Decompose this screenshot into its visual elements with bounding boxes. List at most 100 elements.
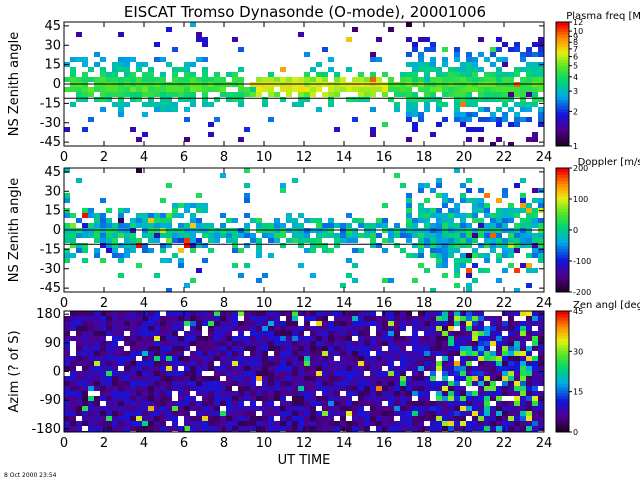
heatmap-cell <box>256 376 262 381</box>
heatmap-cell <box>418 381 424 386</box>
heatmap-cell <box>184 381 190 386</box>
heatmap-cell <box>214 376 220 381</box>
heatmap-cell <box>394 371 400 376</box>
heatmap-cell <box>478 421 484 426</box>
heatmap-cell <box>112 361 118 366</box>
heatmap-cell <box>478 366 484 371</box>
heatmap-cell <box>430 223 436 228</box>
heatmap-cell <box>280 416 286 421</box>
heatmap-cell <box>82 331 88 336</box>
colorbar-segment <box>556 105 569 110</box>
heatmap-cell <box>214 316 220 321</box>
heatmap-cell <box>160 381 166 386</box>
heatmap-cell <box>376 411 382 416</box>
heatmap-cell <box>496 406 502 411</box>
heatmap-cell <box>334 381 340 386</box>
heatmap-cell <box>334 331 340 336</box>
heatmap-cell <box>190 218 196 223</box>
heatmap-cell <box>502 411 508 416</box>
heatmap-cell <box>82 62 88 67</box>
heatmap-cell <box>256 311 262 316</box>
heatmap-cell <box>400 336 406 341</box>
heatmap-cell <box>142 62 148 67</box>
heatmap-cell <box>406 203 412 208</box>
heatmap-cell <box>136 137 142 142</box>
heatmap-cell <box>388 233 394 238</box>
heatmap-cell <box>322 243 328 248</box>
heatmap-cell <box>526 346 532 351</box>
heatmap-cell <box>88 321 94 326</box>
heatmap-cell <box>496 401 502 406</box>
heatmap-cell <box>184 416 190 421</box>
heatmap-cell <box>142 386 148 391</box>
heatmap-cell <box>388 278 394 283</box>
heatmap-cell <box>508 311 514 316</box>
heatmap-cell <box>154 346 160 351</box>
heatmap-cell <box>388 376 394 381</box>
heatmap-cell <box>484 193 490 198</box>
heatmap-cell <box>520 263 526 268</box>
heatmap-cell <box>316 376 322 381</box>
heatmap-cell <box>298 411 304 416</box>
heatmap-cell <box>142 406 148 411</box>
heatmap-cell <box>214 381 220 386</box>
heatmap-cell <box>280 223 286 228</box>
heatmap-cell <box>460 117 466 122</box>
colorbar-frame <box>555 310 570 433</box>
heatmap-cell <box>238 366 244 371</box>
heatmap-cell <box>454 316 460 321</box>
heatmap-cell <box>508 218 514 223</box>
heatmap-cell <box>532 376 538 381</box>
heatmap-cell <box>154 77 160 82</box>
heatmap-cell <box>154 218 160 223</box>
heatmap-cell <box>496 356 502 361</box>
heatmap-cell <box>208 77 214 82</box>
heatmap-cell <box>478 107 484 112</box>
heatmap-cell <box>268 311 274 316</box>
heatmap-cell <box>238 376 244 381</box>
heatmap-cell <box>520 326 526 331</box>
heatmap-cell <box>370 406 376 411</box>
heatmap-cell <box>400 406 406 411</box>
heatmap-cell <box>334 92 340 97</box>
heatmap-cell <box>442 253 448 258</box>
heatmap-cell <box>166 376 172 381</box>
heatmap-cell <box>244 326 250 331</box>
heatmap-cell <box>160 391 166 396</box>
heatmap-cell <box>316 361 322 366</box>
heatmap-cell <box>256 371 262 376</box>
heatmap-cell <box>502 406 508 411</box>
heatmap-cell <box>460 396 466 401</box>
colorbar-segment <box>556 245 569 250</box>
colorbar-tick-label: 8 <box>573 38 578 47</box>
heatmap-cell <box>532 366 538 371</box>
heatmap-cell <box>214 351 220 356</box>
heatmap-cell <box>124 233 130 238</box>
heatmap-cell <box>142 87 148 92</box>
heatmap-cell <box>466 92 472 97</box>
heatmap-cell <box>100 92 106 97</box>
heatmap-cell <box>208 248 214 253</box>
heatmap-cell <box>184 208 190 213</box>
heatmap-cell <box>130 218 136 223</box>
heatmap-cell <box>238 341 244 346</box>
heatmap-cell <box>376 336 382 341</box>
heatmap-cell <box>352 401 358 406</box>
heatmap-cell <box>454 311 460 316</box>
heatmap-cell <box>130 77 136 82</box>
heatmap-cell <box>478 331 484 336</box>
heatmap-cell <box>106 406 112 411</box>
heatmap-cell <box>274 411 280 416</box>
heatmap-cell <box>412 122 418 127</box>
heatmap-cell <box>166 62 172 67</box>
heatmap-cell <box>268 421 274 426</box>
heatmap-cell <box>430 47 436 52</box>
heatmap-cell <box>340 326 346 331</box>
heatmap-cell <box>388 356 394 361</box>
heatmap-cell <box>436 391 442 396</box>
heatmap-cell <box>214 346 220 351</box>
heatmap-cell <box>262 77 268 82</box>
x-tick-label: 16 <box>376 296 393 311</box>
heatmap-cell <box>112 72 118 77</box>
heatmap-cell <box>382 406 388 411</box>
